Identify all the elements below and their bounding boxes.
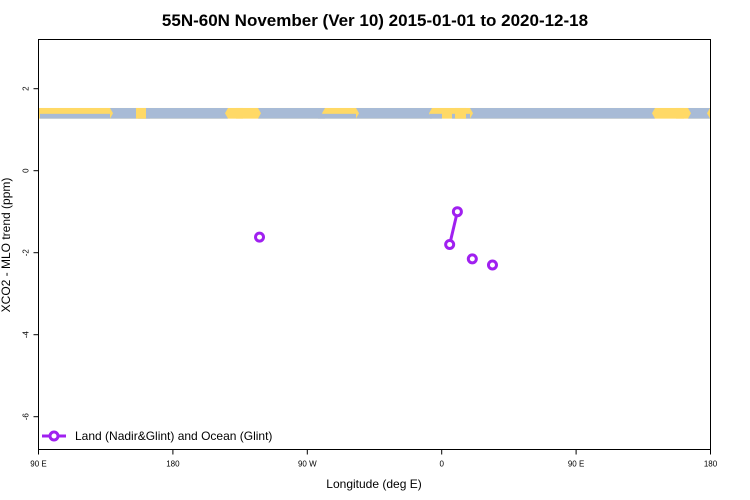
data-point [254,231,266,243]
map-strip-ocean [470,107,655,119]
x-tick-label: 180 [704,460,718,469]
y-axis: 2 0 -2 -4 -6 [22,86,39,420]
map-strip [38,107,711,119]
map-strip-ocean [430,113,442,119]
series-layer [254,206,498,271]
map-strip-land [676,107,684,119]
map-strip-ocean [356,107,432,119]
x-tick-label: 180 [166,460,180,469]
x-tick-label: 90 W [298,460,317,469]
legend: Land (Nadir&Glint) and Ocean (Glint) [42,429,272,443]
map-strip-land [236,107,243,119]
legend-swatch-marker [48,430,60,442]
map-strip-land [455,107,466,119]
x-axis-label: Longitude (deg E) [326,477,421,491]
y-tick-label: -4 [22,331,31,339]
y-axis-label: XCO2 - MLO trend (ppm) [0,178,13,313]
map-strip-ocean [318,113,356,119]
map-strip-ocean [110,107,228,119]
y-tick-label: -6 [22,413,31,421]
map-strip-ocean [688,107,710,119]
map-strip-ocean [258,107,325,119]
y-tick-label: 2 [22,86,31,91]
data-point [486,259,498,271]
x-tick-label: 90 E [568,460,584,469]
map-strip-land [136,107,146,119]
data-point [444,239,456,250]
x-tick-label: 0 [439,460,444,469]
chart-title: 55N-60N November (Ver 10) 2015-01-01 to … [162,11,588,30]
legend-label: Land (Nadir&Glint) and Ocean (Glint) [75,429,272,443]
data-point [466,253,478,265]
map-strip-ocean [40,113,110,119]
series-line [448,211,459,245]
data-point [451,206,463,218]
y-tick-label: 0 [22,168,31,173]
x-axis: 90 E 180 90 W 0 90 E 180 [30,449,718,469]
y-tick-label: -2 [22,249,31,257]
plot-frame [38,39,711,450]
x-tick-label: 90 E [30,460,46,469]
